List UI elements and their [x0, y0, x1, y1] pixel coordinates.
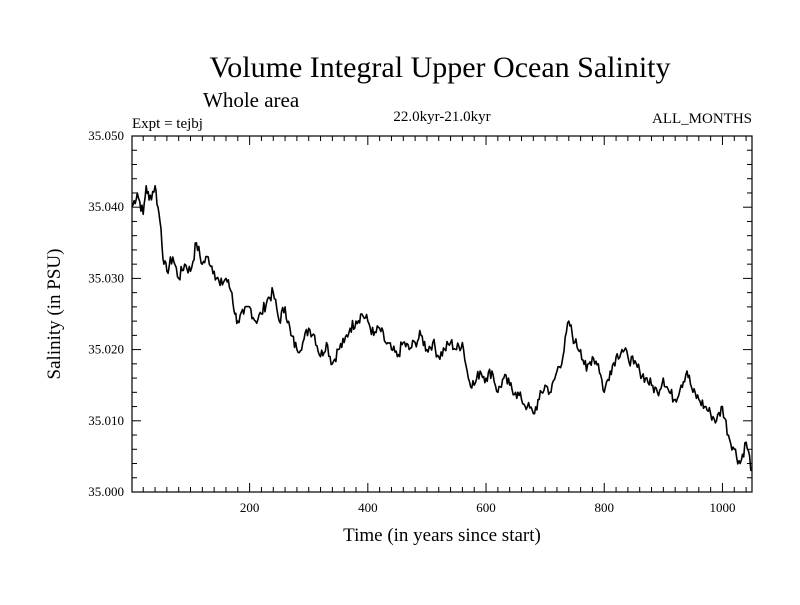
- x-tick-label: 800: [594, 500, 614, 515]
- x-tick-label: 600: [476, 500, 496, 515]
- chart-title: Volume Integral Upper Ocean Salinity: [210, 51, 671, 84]
- y-tick-label: 35.000: [88, 484, 124, 499]
- x-axis-label: Time (in years since start): [343, 525, 541, 546]
- x-tick-label: 400: [358, 500, 378, 515]
- y-tick-label: 35.010: [88, 413, 124, 428]
- salinity-series-line: [131, 185, 753, 472]
- y-tick-label: 35.040: [88, 199, 124, 214]
- x-tick-label: 200: [240, 500, 260, 515]
- months-label: ALL_MONTHS: [652, 111, 752, 127]
- chart-subtitle: Whole area: [203, 88, 300, 112]
- period-label: 22.0kyr-21.0kyr: [393, 109, 490, 125]
- y-tick-label: 35.020: [88, 342, 124, 357]
- x-tick-label: 1000: [709, 500, 735, 515]
- tick-layer: 200 400 600 800 1000 35.000 35.010 35.020 35.030…: [88, 128, 752, 515]
- plot-frame: [131, 135, 753, 493]
- y-tick-label: 35.030: [88, 270, 124, 285]
- plot-area: 200 400 600 800 1000 35.000 35.010 35.020 35.030…: [88, 128, 753, 515]
- y-axis-label: Salinity (in PSU): [44, 249, 65, 380]
- expt-label: Expt = tejbj: [132, 116, 203, 132]
- y-tick-label: 35.050: [88, 128, 124, 143]
